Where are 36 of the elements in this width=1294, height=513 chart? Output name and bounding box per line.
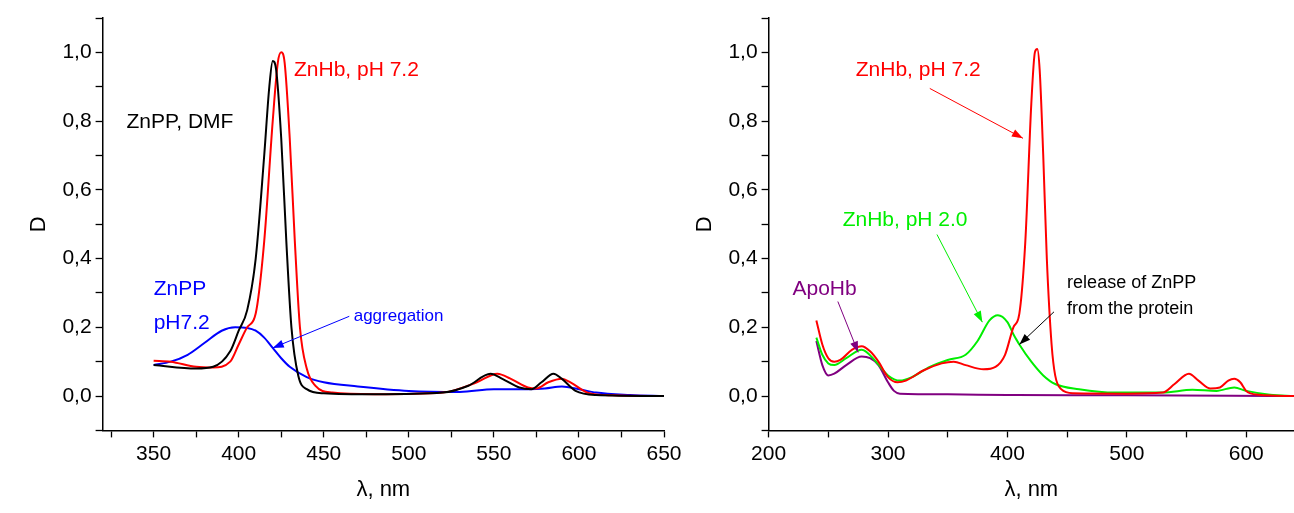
y-tick-label: 0,6 [62, 176, 92, 200]
y-tick-label: 1,0 [728, 39, 758, 63]
annotation: aggregation [353, 306, 444, 326]
x-tick-label: 450 [306, 440, 342, 464]
x-tick-label: 400 [989, 440, 1025, 464]
x-tick-label: 400 [221, 440, 257, 464]
text: ZnHb, pH 7.2 [855, 57, 981, 81]
y-tick-label: 0,4 [728, 245, 758, 269]
series-label: ZnPP pH7.2 [153, 275, 210, 333]
y-tick-label: 0,2 [62, 314, 92, 338]
y-tick-label: 0,4 [62, 245, 92, 269]
x-tick-label: 600 [561, 440, 597, 464]
x-tick-label: 500 [1109, 440, 1145, 464]
y-tick-label: 1,0 [62, 39, 92, 63]
x-axis-title: λ, nm [356, 475, 411, 501]
x-tick-label: 500 [391, 440, 427, 464]
x-tick-label: 350 [136, 440, 172, 464]
y-tick-label: 0,8 [62, 107, 92, 131]
x-tick-label: 650 [646, 440, 682, 464]
y-tick-label: 0,2 [728, 314, 758, 338]
y-tick-label: 0,0 [62, 382, 92, 406]
y-axis-title: D [25, 216, 51, 233]
x-axis-title: λ, nm [1004, 475, 1059, 501]
x-tick-label: 300 [870, 440, 906, 464]
y-tick-label: 0,0 [728, 382, 758, 406]
x-tick-label: 200 [751, 440, 787, 464]
text: ZnHb, pH 2.0 [842, 206, 968, 230]
series-label: ZnPP, DMF [126, 108, 234, 132]
annotation: release of ZnPP from the protein [1067, 271, 1197, 318]
y-tick-label: 0,8 [728, 107, 758, 131]
x-tick-label: 600 [1228, 440, 1264, 464]
text: ApoHb [792, 275, 857, 299]
series-label: ZnHb, pH 7.2 [293, 57, 419, 81]
y-axis-title: D [691, 216, 717, 233]
y-tick-label: 0,6 [728, 176, 758, 200]
x-tick-label: 550 [476, 440, 512, 464]
